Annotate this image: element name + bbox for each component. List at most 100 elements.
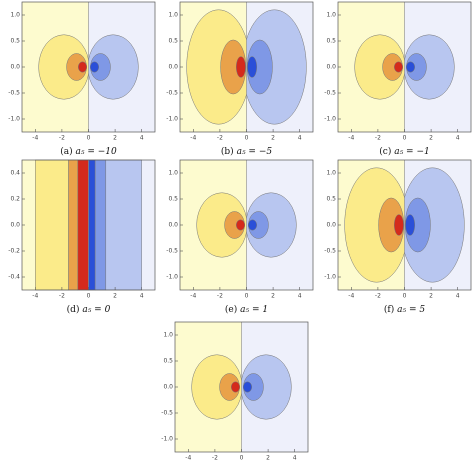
x-tick-label: 2 <box>271 293 275 300</box>
x-tick-label: 0 <box>240 455 244 462</box>
panel: 1.0 0.5 0.0 -0.5 -1.0 -4 -2 0 2 4 (c) a₅ = −1 <box>324 1 472 157</box>
y-tick-label: -1.0 <box>8 116 20 123</box>
caption-expression: a₅ = 5 <box>397 305 425 315</box>
x-tick-label: 0 <box>403 135 407 142</box>
contour <box>354 34 405 100</box>
contour-band <box>105 159 142 291</box>
caption-label: (e) <box>225 304 237 315</box>
y-tick-label: -0.5 <box>324 90 336 97</box>
y-tick-label: 0.0 <box>326 64 336 71</box>
y-tick-label: 1.0 <box>10 12 20 19</box>
contour <box>88 34 139 100</box>
y-tick-label: 1.0 <box>326 12 336 19</box>
x-tick-label: 2 <box>113 135 117 142</box>
x-tick-label: 2 <box>271 135 275 142</box>
right-lobe <box>88 34 139 100</box>
x-tick-label: 2 <box>266 455 270 462</box>
right-lobe <box>246 9 307 125</box>
x-tick-label: -2 <box>375 293 381 300</box>
x-tick-label: -2 <box>217 293 223 300</box>
y-tick-label: 0.0 <box>10 64 20 71</box>
caption: (c) a₅ = −1 <box>379 146 429 157</box>
y-tick-label: 0.0 <box>163 384 173 391</box>
contour <box>404 197 431 253</box>
caption-label: (d) <box>67 304 80 315</box>
contour-band <box>77 159 89 291</box>
caption: (d) a₅ = 0 <box>67 304 111 315</box>
contour <box>247 219 257 231</box>
y-tick-label: -0.5 <box>166 90 178 97</box>
y-tick-label: 0.0 <box>168 222 178 229</box>
y-tick-label: -0.2 <box>8 248 20 255</box>
y-tick-label: 1.0 <box>163 332 173 339</box>
x-tick-label: 0 <box>245 135 249 142</box>
caption-expression: a₅ = −5 <box>237 147 273 157</box>
caption: (b) a₅ = −5 <box>221 146 272 157</box>
x-tick-label: -2 <box>59 135 65 142</box>
contour-band <box>68 159 79 291</box>
y-tick-label: 0.5 <box>326 196 336 203</box>
contour-band <box>88 159 96 291</box>
right-lobe <box>404 34 455 100</box>
contour <box>344 167 405 283</box>
y-tick-label: -0.5 <box>8 90 20 97</box>
x-tick-label: -2 <box>217 135 223 142</box>
x-tick-label: 4 <box>140 135 144 142</box>
contour <box>186 9 247 125</box>
x-tick-label: -4 <box>348 135 354 142</box>
contour <box>196 192 247 258</box>
y-tick-label: 1.0 <box>326 170 336 177</box>
left-lobe <box>196 192 247 258</box>
caption-label: (b) <box>221 146 234 157</box>
y-tick-label: 0.5 <box>168 38 178 45</box>
caption-label: (a) <box>60 146 72 157</box>
caption-expression: a₅ = 0 <box>82 305 110 315</box>
y-tick-label: -0.5 <box>166 248 178 255</box>
x-tick-label: 2 <box>429 293 433 300</box>
y-tick-label: 0.2 <box>10 196 20 203</box>
contour <box>231 381 241 393</box>
contour <box>78 61 88 73</box>
caption: (e) a₅ = 1 <box>225 304 268 315</box>
y-tick-label: 0.4 <box>10 170 20 177</box>
contour <box>394 214 404 236</box>
caption: (f) a₅ = 5 <box>384 304 425 315</box>
y-tick-label: 0.5 <box>163 358 173 365</box>
contour <box>236 56 246 78</box>
y-tick-label: -1.0 <box>161 436 173 443</box>
y-tick-label: -1.0 <box>324 116 336 123</box>
contour <box>246 192 297 258</box>
x-tick-label: 0 <box>403 293 407 300</box>
y-tick-label: 0.5 <box>10 38 20 45</box>
left-lobe <box>191 354 242 420</box>
left-lobe <box>186 9 247 125</box>
contour <box>220 39 247 95</box>
left-lobe <box>354 34 405 100</box>
x-tick-label: 2 <box>113 293 117 300</box>
contour <box>191 354 242 420</box>
contour <box>394 61 404 73</box>
right-lobe <box>404 167 465 283</box>
x-tick-label: 4 <box>456 135 460 142</box>
caption-expression: a₅ = −1 <box>394 147 430 157</box>
y-tick-label: 0.0 <box>326 222 336 229</box>
contour <box>242 381 252 393</box>
contour <box>236 219 246 231</box>
contour <box>405 214 415 236</box>
x-tick-label: -4 <box>190 135 196 142</box>
y-tick-label: -1.0 <box>166 274 178 281</box>
contour-band <box>94 159 107 291</box>
caption-expression: a₅ = −10 <box>76 147 118 157</box>
caption-label: (f) <box>384 304 394 315</box>
contour <box>246 39 273 95</box>
x-tick-label: 4 <box>456 293 460 300</box>
y-tick-label: 0.0 <box>168 64 178 71</box>
x-tick-label: -2 <box>212 455 218 462</box>
y-tick-label: -0.5 <box>161 410 173 417</box>
y-tick-label: 1.0 <box>168 12 178 19</box>
y-tick-label: 0.0 <box>10 222 20 229</box>
x-tick-label: 4 <box>293 455 297 462</box>
x-tick-label: 0 <box>87 135 91 142</box>
contour <box>378 197 405 253</box>
